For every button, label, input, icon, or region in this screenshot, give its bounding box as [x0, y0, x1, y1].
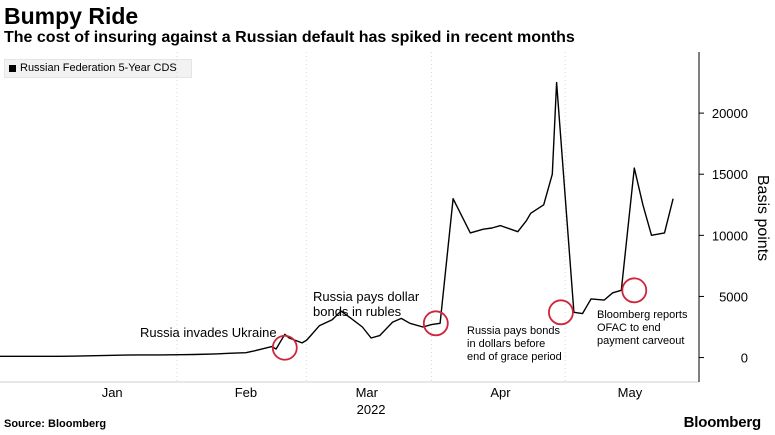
- legend: Russian Federation 5-Year CDS: [4, 59, 192, 78]
- annotation-label: Russia pays bonds in dollars before end of…: [467, 325, 562, 363]
- cds-series-line: [0, 81, 674, 357]
- annotation-circle: [621, 277, 648, 304]
- bloomberg-logo: Bloomberg: [683, 414, 762, 431]
- annotation-label-line: payment carveout: [597, 335, 684, 347]
- annotation-label-line: Russia invades Ukraine: [140, 325, 277, 340]
- chart-title: Bumpy Ride: [4, 3, 139, 29]
- y-axis-title: Basis points: [754, 175, 771, 261]
- annotation-label: Bloomberg reports OFAC to end payment carv…: [597, 309, 688, 347]
- x-tick-label: Jan: [102, 385, 123, 400]
- y-tick-label: 10000: [712, 228, 748, 243]
- annotation-label-line: in dollars before: [467, 338, 545, 350]
- annotation-label-line: bonds in rubles: [313, 304, 402, 319]
- chart-subtitle: The cost of insuring against a Russian d…: [4, 29, 575, 46]
- x-tick-label: Feb: [235, 385, 257, 400]
- y-tick-label: 0: [741, 351, 748, 366]
- y-tick-label: 5000: [719, 289, 748, 304]
- annotation-label-line: end of grace period: [467, 351, 562, 363]
- annotation-circle: [422, 310, 449, 337]
- annotation-label: Russia invades Ukraine: [140, 325, 277, 340]
- annotation-circle: [548, 299, 574, 326]
- annotation-layer: Russia invades Ukraine Russia pays dollar…: [140, 277, 688, 363]
- annotation-label-line: Russia pays bonds: [467, 325, 560, 337]
- annotation-label-line: Bloomberg reports: [597, 309, 688, 321]
- source-note: Source: Bloomberg: [4, 418, 107, 430]
- annotation-label-line: OFAC to end: [597, 322, 661, 334]
- y-tick-label: 15000: [712, 167, 748, 182]
- legend-entry: Russian Federation 5-Year CDS: [20, 62, 177, 74]
- annotation-label-line: Russia pays dollar: [313, 289, 420, 304]
- x-tick-label: Mar: [356, 385, 379, 400]
- y-tick-label: 20000: [712, 106, 748, 121]
- annotation-label: Russia pays dollar bonds in rubles: [313, 289, 420, 319]
- axis-layer: 0 5000 10000 15000 20000 Basis points Jan Feb Ma…: [0, 52, 771, 417]
- x-tick-label: May: [618, 385, 643, 400]
- annotation-circle: [271, 334, 298, 361]
- x-year-label: 2022: [357, 402, 386, 417]
- series-layer: [0, 81, 674, 357]
- legend-swatch: [9, 65, 16, 72]
- x-tick-label: Apr: [490, 385, 511, 400]
